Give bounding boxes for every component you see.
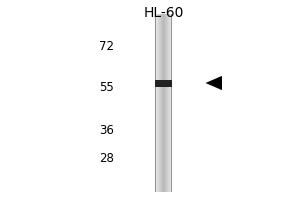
Bar [168, 14, 169, 192]
Bar [159, 14, 160, 192]
Bar [166, 14, 167, 192]
Bar [170, 14, 171, 192]
Bar [170, 14, 171, 192]
Text: 36: 36 [99, 124, 114, 138]
Bar [165, 14, 166, 192]
Bar [158, 14, 159, 192]
Bar [171, 14, 172, 192]
Text: 72: 72 [99, 40, 114, 52]
Bar [155, 79, 172, 86]
Bar [171, 14, 172, 192]
Bar [164, 14, 165, 192]
Bar [165, 14, 166, 192]
Bar [169, 14, 170, 192]
Bar [156, 14, 157, 192]
Bar [167, 14, 168, 192]
Bar [168, 14, 169, 192]
Bar [163, 14, 164, 192]
Text: HL-60: HL-60 [143, 6, 184, 20]
Bar [161, 14, 162, 192]
Bar [161, 14, 162, 192]
Bar [162, 14, 163, 192]
Bar [160, 14, 161, 192]
Bar [160, 14, 161, 192]
Bar [169, 14, 170, 192]
Bar [167, 14, 168, 192]
Bar [155, 14, 156, 192]
Polygon shape [206, 76, 222, 90]
Bar [157, 14, 158, 192]
Bar [163, 14, 164, 192]
Bar [165, 14, 166, 192]
Bar [155, 14, 156, 192]
Bar [171, 14, 172, 192]
Bar [158, 14, 159, 192]
Bar [156, 14, 157, 192]
Bar [164, 14, 165, 192]
Text: 28: 28 [99, 152, 114, 164]
Bar [159, 14, 160, 192]
Text: 55: 55 [99, 81, 114, 94]
Bar [162, 14, 163, 192]
Bar [157, 14, 158, 192]
Bar [155, 14, 156, 192]
